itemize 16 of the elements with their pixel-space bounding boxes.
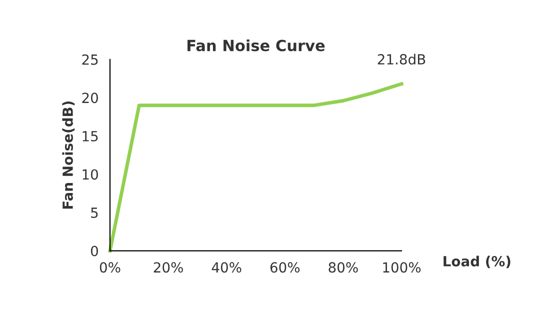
y-axis-title: Fan Noise(dB)	[62, 101, 75, 209]
y-tick-label: 20	[82, 92, 98, 104]
x-tick-label: 20%	[154, 262, 183, 273]
annotation: 21.8dB	[378, 54, 426, 65]
x-tick-label: 0%	[100, 262, 120, 273]
y-tick-label: 25	[82, 54, 98, 65]
x-axis-title: Load (%)	[444, 256, 510, 268]
x-tick-label: 40%	[212, 262, 242, 273]
x-tick-label: 80%	[328, 262, 358, 273]
y-tick-label: 5	[91, 208, 98, 218]
x-tick-label: 60%	[270, 262, 300, 273]
x-tick-label: 100%	[383, 262, 421, 273]
y-tick-label: 10	[82, 169, 98, 180]
y-tick-label: 15	[82, 131, 98, 142]
chart-title: Fan Noise Curve	[188, 39, 325, 52]
y-tick-label: 0	[90, 246, 98, 256]
